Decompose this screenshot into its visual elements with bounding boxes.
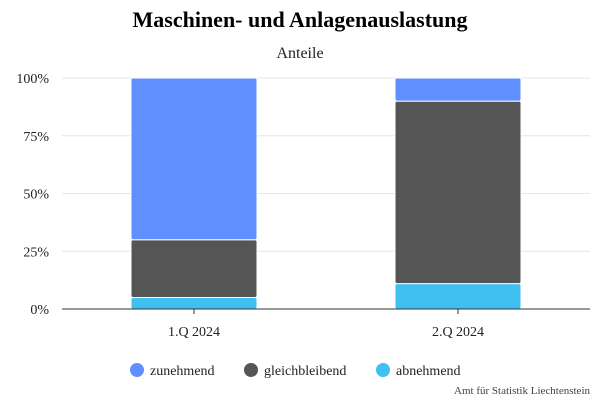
legend-marker [376,363,390,377]
y-tick-label: 25% [23,245,49,260]
x-tick-label: 2.Q 2024 [432,325,484,340]
bar-segment-abnehmend[interactable] [130,296,258,310]
chart-subtitle: Anteile [276,45,323,62]
legend: zunehmend gleichbleibend abnehmend [130,363,461,379]
x-axis: 1.Q 2024 2.Q 2024 [62,308,590,340]
bars [130,77,522,310]
bar-segment-zunehmend[interactable] [394,77,522,102]
x-tick-label: 1.Q 2024 [168,325,220,340]
legend-marker [244,363,258,377]
y-tick-label: 100% [16,72,49,87]
legend-item-gleichbleibend[interactable]: gleichbleibend [244,363,346,379]
legend-marker [130,363,144,377]
y-tick-label: 75% [23,130,49,145]
bar-segment-gleichbleibend[interactable] [394,100,522,285]
legend-label: gleichbleibend [264,364,346,379]
legend-label: abnehmend [396,364,461,379]
bar-segment-abnehmend[interactable] [394,283,522,310]
y-tick-label: 0% [30,303,49,318]
y-tick-label: 50% [23,188,49,203]
credits: Amt für Statistik Liechtenstein [454,385,590,397]
bar-segment-zunehmend[interactable] [130,77,258,241]
legend-item-zunehmend[interactable]: zunehmend [130,363,215,379]
legend-item-abnehmend[interactable]: abnehmend [376,363,461,379]
chart-title: Maschinen- und Anlagenauslastung [133,7,468,32]
y-axis: 0% 25% 50% 75% 100% [16,72,49,318]
legend-label: zunehmend [150,364,215,379]
bar-segment-gleichbleibend[interactable] [130,239,258,298]
